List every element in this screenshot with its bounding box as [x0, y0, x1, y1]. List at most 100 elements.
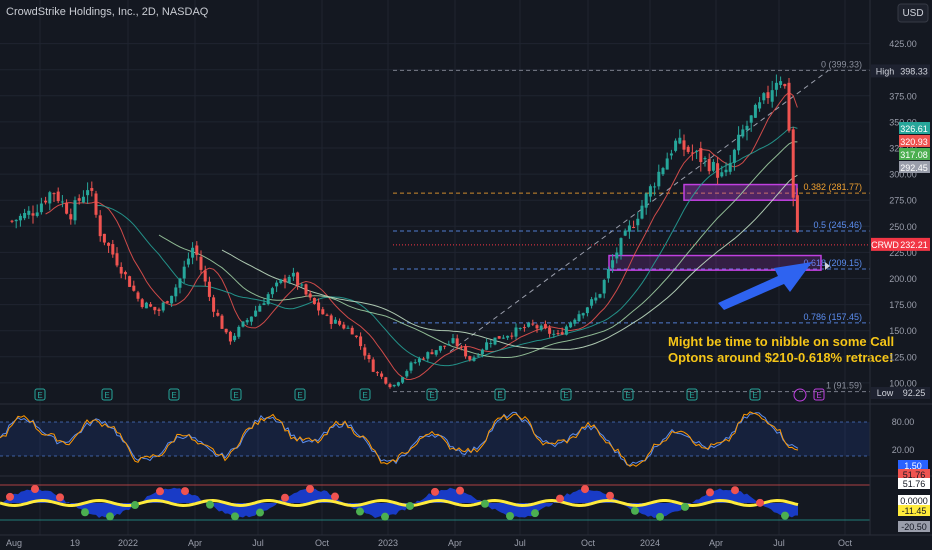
candle-body: [711, 161, 715, 171]
candle-body: [598, 294, 602, 298]
osc-dot: [406, 501, 414, 510]
candle-body: [653, 186, 657, 188]
candle-body: [682, 140, 686, 150]
candle-body: [476, 355, 480, 357]
candle-body: [266, 294, 270, 305]
candle-body: [363, 347, 367, 356]
candle-body: [182, 266, 186, 279]
time-tick-label: Apr: [448, 538, 462, 548]
currency-button[interactable]: USD: [897, 3, 929, 23]
osc-value-label: 0.0000: [900, 496, 928, 506]
osc-value-label: 51.76: [903, 470, 926, 480]
candle-body: [560, 332, 564, 335]
candle-body: [627, 225, 631, 232]
candle-body: [468, 356, 472, 360]
trend-line: [449, 70, 829, 352]
candle-body: [56, 191, 60, 202]
low-value-bg: [899, 387, 930, 399]
osc-dot: [681, 502, 689, 511]
candle-body: [510, 335, 514, 337]
candle-body: [23, 212, 27, 219]
time-tick-label: 2023: [378, 538, 398, 548]
resistance-zone: [683, 183, 798, 201]
candle-body: [602, 280, 606, 294]
candle-body: [157, 309, 161, 312]
candle-body: [153, 306, 157, 311]
candle-body: [203, 270, 207, 282]
candle-body: [102, 233, 106, 243]
price-badges: High 398.33 326.61 320.93 317.08 292.45 CRWD 23…: [871, 64, 930, 399]
candle-body: [195, 245, 199, 255]
earnings-marker-label: E: [497, 391, 502, 400]
ticker-bg: [871, 237, 899, 251]
earnings-marker: [560, 388, 572, 401]
candle-body: [506, 335, 510, 338]
candle-body: [581, 313, 585, 316]
osc-value-label: 51.76: [903, 479, 926, 489]
candle-body: [669, 153, 673, 156]
earnings-marker-label: E: [104, 391, 109, 400]
candle-body: [44, 200, 48, 203]
candle-body: [695, 150, 699, 152]
earnings-marker: [359, 388, 371, 401]
high-label: High: [876, 66, 895, 76]
osc-dot: [606, 491, 614, 500]
osc-dot: [231, 512, 239, 521]
candle-body: [514, 327, 518, 337]
time-tick-label: Jul: [514, 538, 526, 548]
candle-body: [354, 335, 358, 337]
candle-body: [405, 371, 409, 377]
time-tick-label: Aug: [6, 538, 22, 548]
candle-body: [178, 278, 182, 288]
fib-zones: [608, 183, 830, 271]
candle-body: [422, 358, 426, 360]
candle-body: [258, 305, 262, 312]
osc-dot: [731, 486, 739, 495]
candle-body: [161, 302, 165, 311]
candle-body: [611, 260, 615, 268]
osc-value-badge: [898, 478, 930, 489]
candle-body: [619, 238, 623, 255]
candle-body: [758, 102, 762, 109]
candle-body: [384, 377, 388, 384]
candle-body: [522, 327, 526, 329]
osc-dot: [756, 498, 764, 507]
fib-levels: 0 (399.33) 0.382 (281.77) 0.5 (245.46) 0.61…: [393, 59, 870, 393]
earnings-marker: [294, 388, 306, 401]
candle-body: [443, 345, 447, 347]
osc-dot: [106, 512, 114, 521]
osc-dot: [331, 492, 339, 501]
candle-body: [342, 324, 346, 329]
stoch-d-line: [0, 411, 799, 467]
candle-body: [745, 125, 749, 131]
annotation-line-1: Might be time to nibble on some Call: [668, 334, 894, 349]
candle-body: [573, 319, 577, 324]
candle-body: [497, 336, 501, 339]
candle-body: [485, 342, 489, 350]
candle-body: [732, 149, 736, 163]
candle-body: [27, 210, 31, 215]
candle-body: [661, 168, 665, 175]
candle-body: [590, 299, 594, 306]
candle-body: [245, 320, 249, 323]
ma-value-bg: [899, 148, 930, 160]
candle-body: [787, 82, 791, 131]
earnings-marker: [426, 388, 438, 401]
earnings-marker: [813, 388, 825, 401]
candle-body: [434, 350, 438, 355]
candle-body: [791, 129, 795, 198]
candle-body: [18, 215, 22, 221]
candle-body: [367, 355, 371, 360]
candle-body: [48, 192, 52, 204]
candle-body: [459, 346, 463, 348]
stoch-tick-label: 20.00: [892, 445, 915, 455]
candle-body: [396, 382, 400, 386]
time-tick-label: Oct: [838, 538, 853, 548]
candle-body: [249, 316, 253, 322]
price-tick-label: 125.00: [889, 352, 917, 362]
time-tick-label: Jul: [252, 538, 264, 548]
candle-body: [333, 319, 337, 324]
candle-body: [707, 159, 711, 172]
ma-value: 320.93: [900, 137, 928, 147]
